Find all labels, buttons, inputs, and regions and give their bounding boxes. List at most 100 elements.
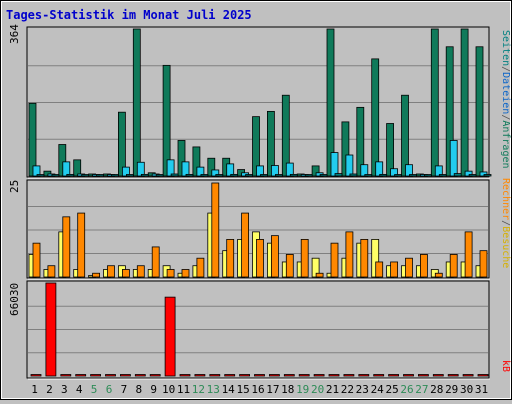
bar-dateien-day-7	[122, 166, 130, 177]
bar-kb-day-9	[149, 374, 161, 377]
bar-seiten-day-31	[483, 174, 492, 177]
bar-anfragen-day-10	[162, 64, 171, 177]
bar-kb-day-13	[209, 374, 221, 377]
bar-dateien-day-17	[270, 165, 279, 177]
bar-rechner-day-23	[360, 238, 369, 278]
bar-rechner-day-21	[330, 242, 339, 278]
bar-seiten-day-8	[140, 173, 149, 177]
bar-anfragen-day-23	[356, 106, 365, 177]
bar-kb-day-15	[239, 374, 251, 377]
bar-dateien-day-16	[256, 165, 264, 177]
bar-anfragen-day-22	[341, 121, 350, 177]
bar-dateien-day-10	[166, 159, 175, 177]
right-legend-top: Seiten/Dateien/Anfragen	[500, 30, 511, 169]
bar-seiten-day-4	[81, 174, 90, 177]
bar-seiten-day-10	[170, 173, 179, 177]
bar-seiten-day-21	[334, 173, 343, 177]
bar-dateien-day-24	[375, 161, 384, 177]
x-tick-label: 5	[91, 383, 98, 396]
legend-item: /	[500, 66, 511, 72]
bar-anfragen-day-2	[43, 170, 52, 177]
x-tick-label: 22	[341, 383, 354, 396]
bar-rechner-day-31	[479, 250, 488, 278]
bar-rechner-day-13	[211, 182, 220, 278]
bar-seiten-day-22	[349, 173, 358, 177]
bar-rechner-day-20	[315, 272, 324, 278]
x-axis-labels: 1 2 3 4 5 6 7 8 9 10 11 12 13 14 15 16 17 18 19 20 21 22 23 24 2…	[31, 383, 488, 396]
bar-dateien-day-22	[345, 154, 354, 177]
bar-rechner-day-30	[464, 231, 473, 278]
bar-seiten-day-17	[274, 174, 283, 177]
bar-seiten-day-13	[215, 174, 224, 177]
bar-rechner-day-4	[77, 212, 86, 278]
x-tick-label: 3	[61, 383, 68, 396]
x-tick-label: 24	[371, 383, 385, 396]
bar-besuche-day-20	[311, 257, 320, 278]
x-tick-label: 28	[430, 383, 443, 396]
bottom-ymax-label: 66030	[8, 283, 21, 316]
bar-dateien-day-1	[32, 165, 41, 177]
bar-dateien-day-3	[62, 161, 71, 177]
bar-seiten-day-1	[36, 174, 45, 177]
bar-rechner-day-1	[32, 242, 41, 278]
bar-anfragen-day-31	[475, 46, 484, 177]
bar-rechner-day-6	[107, 265, 115, 278]
bar-kb-day-22	[343, 374, 355, 377]
bar-kb-day-14	[224, 374, 236, 377]
bar-seiten-day-30	[468, 174, 477, 177]
x-tick-label: 6	[106, 383, 113, 396]
x-tick-label: 17	[266, 383, 279, 396]
bar-anfragen-day-11	[177, 140, 186, 177]
bar-rechner-day-11	[181, 269, 190, 278]
bar-seiten-day-12	[200, 174, 209, 177]
bar-kb-day-28	[432, 374, 444, 377]
bar-kb-day-21	[328, 374, 340, 377]
bar-rechner-day-17	[270, 235, 279, 278]
gridlines	[28, 65, 488, 354]
bar-seiten-day-18	[289, 173, 298, 177]
right-legend-middle: Rechner/Besuche	[500, 178, 511, 268]
bar-rechner-day-24	[375, 261, 384, 278]
bar-dateien-day-31	[479, 171, 488, 177]
bar-seiten-day-14	[230, 173, 239, 177]
bar-anfragen-day-17	[266, 110, 275, 177]
bar-seiten-day-11	[185, 173, 194, 177]
bar-kb-day-16	[254, 374, 265, 377]
x-tick-label: 27	[415, 383, 428, 396]
bar-kb-day-10	[164, 296, 176, 377]
top-ymax-label: 364	[8, 24, 21, 44]
bar-kb-day-11	[179, 374, 191, 377]
bar-rechner-day-26	[405, 257, 413, 278]
bar-anfragen-day-7	[118, 111, 126, 177]
bar-seiten-day-23	[364, 174, 373, 177]
x-tick-label: 18	[281, 383, 294, 396]
chart-title: Tages-Statistik im Monat Juli 2025	[6, 8, 252, 22]
bar-rechner-day-2	[47, 265, 56, 278]
x-tick-label: 29	[445, 383, 458, 396]
bar-dateien-day-25	[390, 168, 399, 177]
bar-seiten-day-28	[438, 174, 447, 177]
legend-item: kB	[500, 360, 511, 372]
bar-kb-day-4	[75, 374, 87, 377]
bar-rechner-day-10	[166, 269, 175, 278]
bar-kb-day-24	[373, 374, 385, 377]
bar-anfragen-day-1	[28, 102, 37, 177]
bar-anfragen-day-16	[252, 116, 260, 177]
bar-dateien-day-26	[405, 164, 413, 177]
bar-seiten-day-19	[304, 174, 313, 177]
bar-anfragen-day-25	[386, 123, 395, 177]
bar-seiten-day-16	[260, 174, 268, 177]
x-tick-label: 20	[311, 383, 324, 396]
legend-item: Rechner	[500, 178, 511, 220]
bar-seiten-day-27	[423, 174, 432, 177]
bar-seiten-day-24	[379, 173, 388, 177]
bar-kb-day-7	[120, 374, 131, 377]
bar-anfragen-day-20	[311, 165, 320, 177]
x-tick-label: 8	[135, 383, 142, 396]
bar-dateien-day-23	[360, 164, 369, 177]
x-tick-label: 26	[400, 383, 413, 396]
bar-rechner-day-29	[449, 254, 458, 278]
bar-rechner-day-15	[241, 212, 250, 278]
bar-dateien-day-18	[285, 162, 294, 177]
bar-kb-day-20	[313, 374, 325, 377]
